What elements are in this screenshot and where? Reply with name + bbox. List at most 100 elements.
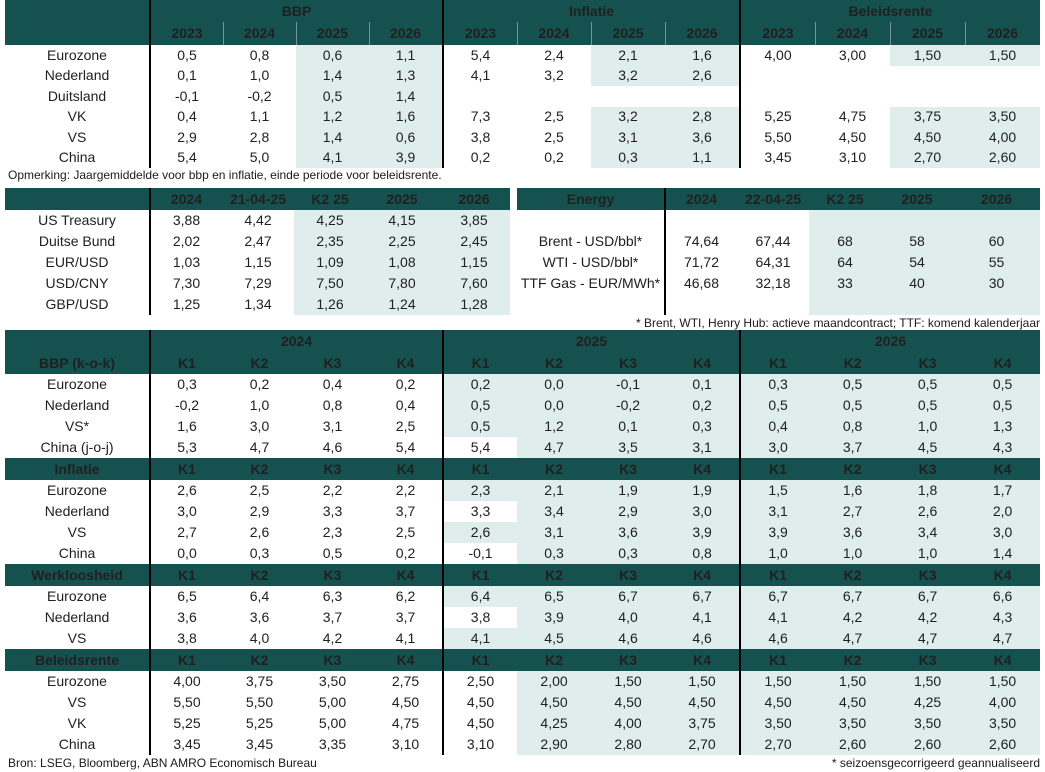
table-row: VS 5,50 5,50 5,00 4,50 4,50 4,50 4,50 4,50 4,50 4,… — [5, 692, 1041, 713]
data-cell: 3,75 — [890, 106, 965, 127]
data-cell: 2,5 — [395, 418, 416, 435]
data-cell: 7,50 — [294, 273, 366, 294]
data-cell: 3,8 — [442, 607, 518, 628]
column-header-cell: 2024 — [149, 188, 222, 210]
quarter-header-cell: K4 — [965, 649, 1041, 671]
corner-cell — [5, 0, 150, 22]
data-cell: 2,4 — [544, 46, 564, 63]
row-label: Nederland — [44, 609, 110, 626]
data-cell: 3,0 — [965, 522, 1041, 543]
data-cell: 4,3 — [965, 437, 1041, 458]
quarter-header-cell: K1 — [442, 649, 518, 671]
row-label: VS — [67, 524, 87, 541]
data-cell: 54 — [881, 252, 953, 273]
data-cell: 2,8 — [249, 128, 270, 145]
data-cell — [665, 86, 740, 107]
year-header-cell: 2024 — [223, 22, 296, 45]
column-header-cell: K2 25 — [809, 188, 881, 210]
quarter-header-cell: K2 — [815, 564, 891, 586]
annualised-note: * seizoensgecorrigeerd geannualiseerd — [831, 756, 1040, 770]
data-cell: 2,5 — [544, 108, 564, 125]
data-cell: 0,8 — [249, 46, 270, 63]
year-header-cell: 2023 — [149, 22, 223, 45]
data-cell: 0,2 — [395, 376, 416, 393]
data-cell: 1,4 — [296, 65, 369, 86]
data-cell: 4,25 — [890, 692, 966, 713]
data-cell: 3,10 — [442, 734, 518, 755]
table-row: Energy 2024 22-04-25 K2 25 2025 2026 — [517, 188, 1040, 210]
data-cell: 3,0 — [665, 501, 741, 522]
data-cell: 1,3 — [965, 416, 1041, 437]
data-cell: 74,64 — [664, 231, 737, 252]
data-cell: 5,25 — [149, 713, 223, 734]
data-cell: 3,50 — [739, 713, 816, 734]
data-cell: 4,7 — [517, 437, 592, 458]
data-cell: 0,5 — [442, 395, 518, 416]
data-cell: 2,02 — [149, 231, 222, 252]
corner-cell — [5, 22, 150, 45]
table-row: Eurozone 0,3 0,2 0,4 0,2 0,2 0,0 -0,1 0,1 0,3 0,5 0… — [5, 374, 1041, 395]
quarter-header-cell: K3 — [296, 352, 369, 374]
data-cell: 5,00 — [318, 715, 347, 732]
data-cell: 1,4 — [965, 543, 1041, 564]
row-label: Brent - USD/bbl* — [538, 233, 643, 250]
data-cell: 0,4 — [322, 376, 343, 393]
data-cell: 2,6 — [442, 522, 518, 543]
annual-table-note: Opmerking: Jaargemiddelde voor bbp en in… — [8, 168, 442, 182]
data-cell: 1,25 — [149, 294, 222, 315]
data-cell: 2,60 — [965, 734, 1041, 755]
row-label: Eurozone — [47, 376, 107, 393]
data-cell: 3,88 — [149, 210, 222, 231]
data-cell: 0,5 — [739, 395, 816, 416]
corner-cell — [5, 330, 150, 352]
data-cell: 3,0 — [739, 437, 816, 458]
data-cell — [664, 210, 737, 231]
data-cell: 2,6 — [249, 524, 270, 541]
data-cell: 4,50 — [591, 692, 666, 713]
data-cell: 1,24 — [366, 294, 438, 315]
data-cell: 4,7 — [815, 628, 891, 649]
quarter-header-cell: K4 — [965, 458, 1041, 480]
data-cell: 3,3 — [322, 503, 343, 520]
quarter-header-cell: K3 — [591, 564, 666, 586]
table-row — [517, 210, 1040, 231]
data-cell: 2,7 — [149, 522, 223, 543]
data-cell: 3,2 — [591, 106, 665, 127]
data-cell: 1,3 — [369, 65, 443, 86]
energy-table: Energy 2024 22-04-25 K2 25 2025 2026 Brent - U… — [517, 188, 1040, 315]
row-label: Eurozone — [47, 588, 107, 605]
data-cell — [809, 210, 881, 231]
data-cell: 7,30 — [149, 273, 222, 294]
data-cell: 2,60 — [965, 147, 1041, 168]
data-cell: 6,3 — [322, 588, 343, 605]
data-cell: 0,2 — [665, 395, 741, 416]
data-cell — [890, 66, 965, 87]
table-row: TTF Gas - EUR/MWh* 46,68 32,18 33 40 30 — [517, 273, 1040, 294]
data-cell: 4,25 — [517, 713, 592, 734]
quarter-header-cell: K2 — [815, 458, 891, 480]
data-cell: 0,1 — [591, 416, 666, 437]
table-row: VK 0,4 1,1 1,2 1,6 7,3 2,5 3,2 2,8 5,25 4,75 3,75 3,… — [5, 106, 1041, 127]
data-cell: 1,6 — [665, 45, 740, 66]
data-cell: 60 — [953, 231, 1040, 252]
quarter-header-cell: K1 — [442, 458, 518, 480]
data-cell: 3,6 — [149, 607, 223, 628]
data-cell: 1,6 — [815, 480, 891, 501]
data-cell: 4,50 — [391, 694, 420, 711]
year-header-cell: 2026 — [965, 22, 1041, 45]
row-label: USD/CNY — [45, 275, 109, 292]
quarter-header-cell: K4 — [965, 352, 1041, 374]
data-cell: 3,8 — [442, 127, 517, 148]
quarter-header-cell: K1 — [739, 352, 816, 374]
data-cell: 32,18 — [755, 275, 791, 292]
data-cell: 4,15 — [366, 210, 438, 231]
data-cell: 2,6 — [890, 501, 966, 522]
data-cell: 1,6 — [369, 106, 443, 127]
data-cell: 1,0 — [249, 397, 270, 414]
data-cell: 1,6 — [149, 416, 223, 437]
data-cell: -0,1 — [442, 543, 518, 564]
data-cell: 3,1 — [517, 522, 592, 543]
data-cell: 2,25 — [366, 231, 438, 252]
data-cell: 0,2 — [442, 147, 517, 168]
data-cell: 5,3 — [149, 437, 223, 458]
